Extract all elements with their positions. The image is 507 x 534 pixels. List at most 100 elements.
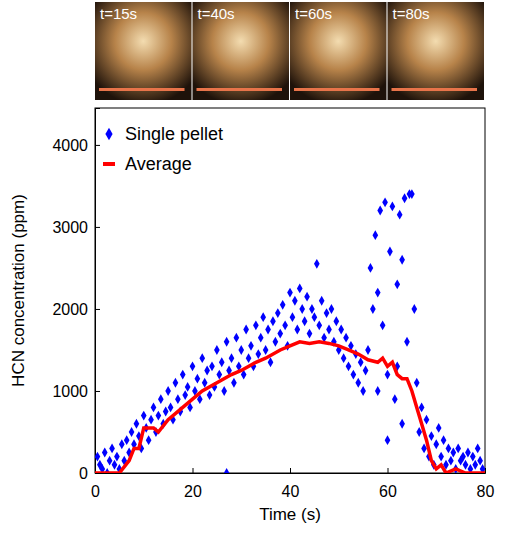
point	[221, 386, 227, 396]
point	[324, 308, 330, 318]
average-line	[95, 342, 485, 473]
point	[363, 366, 369, 376]
point	[277, 329, 283, 339]
tick: 1000	[52, 383, 100, 400]
tick-label: 0	[91, 483, 100, 500]
point	[307, 329, 313, 339]
tick-mark	[95, 309, 100, 310]
point	[109, 443, 115, 453]
point	[438, 452, 444, 462]
point	[329, 304, 335, 314]
point	[185, 382, 191, 392]
tick-mark	[485, 468, 486, 473]
point	[419, 402, 425, 412]
point	[180, 370, 186, 380]
point	[377, 206, 383, 216]
legend: Single pelletAverage	[103, 124, 223, 174]
point	[190, 361, 196, 371]
point	[255, 349, 261, 359]
point	[290, 312, 296, 322]
point	[465, 448, 471, 458]
tick: 20	[184, 468, 202, 500]
point	[343, 333, 349, 343]
photo-panel	[193, 2, 290, 100]
point	[282, 320, 288, 330]
plot-frame	[95, 108, 485, 473]
point	[470, 452, 476, 462]
point	[429, 431, 435, 441]
point	[95, 452, 100, 462]
point	[270, 316, 276, 326]
point	[309, 304, 315, 314]
tick-label: 4000	[52, 137, 88, 154]
tick: 2000	[52, 301, 100, 318]
point	[375, 386, 381, 396]
point	[394, 279, 400, 289]
point	[387, 247, 393, 257]
point	[424, 415, 430, 425]
point	[224, 337, 230, 347]
point	[433, 439, 439, 449]
point	[199, 353, 205, 363]
point	[265, 325, 271, 335]
point	[119, 439, 125, 449]
tick-label: 1000	[52, 383, 88, 400]
plot-area	[95, 189, 485, 473]
tick-mark	[95, 227, 100, 228]
legend-marker	[105, 128, 112, 140]
point	[436, 423, 442, 433]
tick-label: 2000	[52, 301, 88, 318]
y-axis-title: HCN concentration (ppm)	[9, 194, 28, 387]
tick-mark	[290, 468, 291, 473]
tick-label: 3000	[52, 219, 88, 236]
photo-panel	[388, 2, 485, 100]
point	[346, 361, 352, 371]
point	[446, 443, 452, 453]
photo-ember	[197, 88, 283, 91]
axis-line	[96, 468, 486, 474]
tick-mark	[95, 473, 100, 474]
point	[258, 333, 264, 343]
legend-marker	[103, 162, 115, 166]
point	[216, 370, 222, 380]
x-axis-title: Time (s)	[259, 505, 321, 524]
point	[229, 353, 235, 363]
point	[455, 443, 461, 453]
point	[448, 456, 454, 466]
point	[224, 468, 230, 473]
photo-ember	[99, 88, 185, 91]
legend-label: Average	[125, 154, 192, 174]
point	[260, 312, 266, 322]
point	[370, 304, 376, 314]
point	[263, 345, 269, 355]
axis-line	[96, 109, 101, 474]
point	[360, 386, 366, 396]
point	[368, 263, 374, 273]
point	[243, 325, 249, 335]
point	[165, 386, 171, 396]
point	[168, 402, 174, 412]
tick-label: 40	[282, 483, 300, 500]
tick-mark	[388, 468, 389, 473]
point	[326, 325, 332, 335]
point	[441, 435, 447, 445]
point	[292, 296, 298, 306]
point	[146, 435, 152, 445]
point	[372, 230, 378, 240]
point	[158, 394, 164, 404]
tick-label: 20	[184, 483, 202, 500]
point	[450, 448, 456, 458]
point	[273, 337, 279, 347]
annotation: t=40s	[198, 5, 235, 22]
point	[355, 378, 361, 388]
tick: 0	[79, 465, 100, 482]
chart: t=15st=40st=60st=80s02040608001000200030…	[0, 0, 507, 534]
point	[390, 202, 396, 212]
point	[416, 427, 422, 437]
point	[287, 288, 293, 298]
point	[280, 300, 286, 310]
point	[207, 390, 213, 400]
point	[173, 378, 179, 388]
y-axis: 0 1000 2000 3000 4000	[52, 109, 100, 482]
point	[209, 361, 215, 371]
